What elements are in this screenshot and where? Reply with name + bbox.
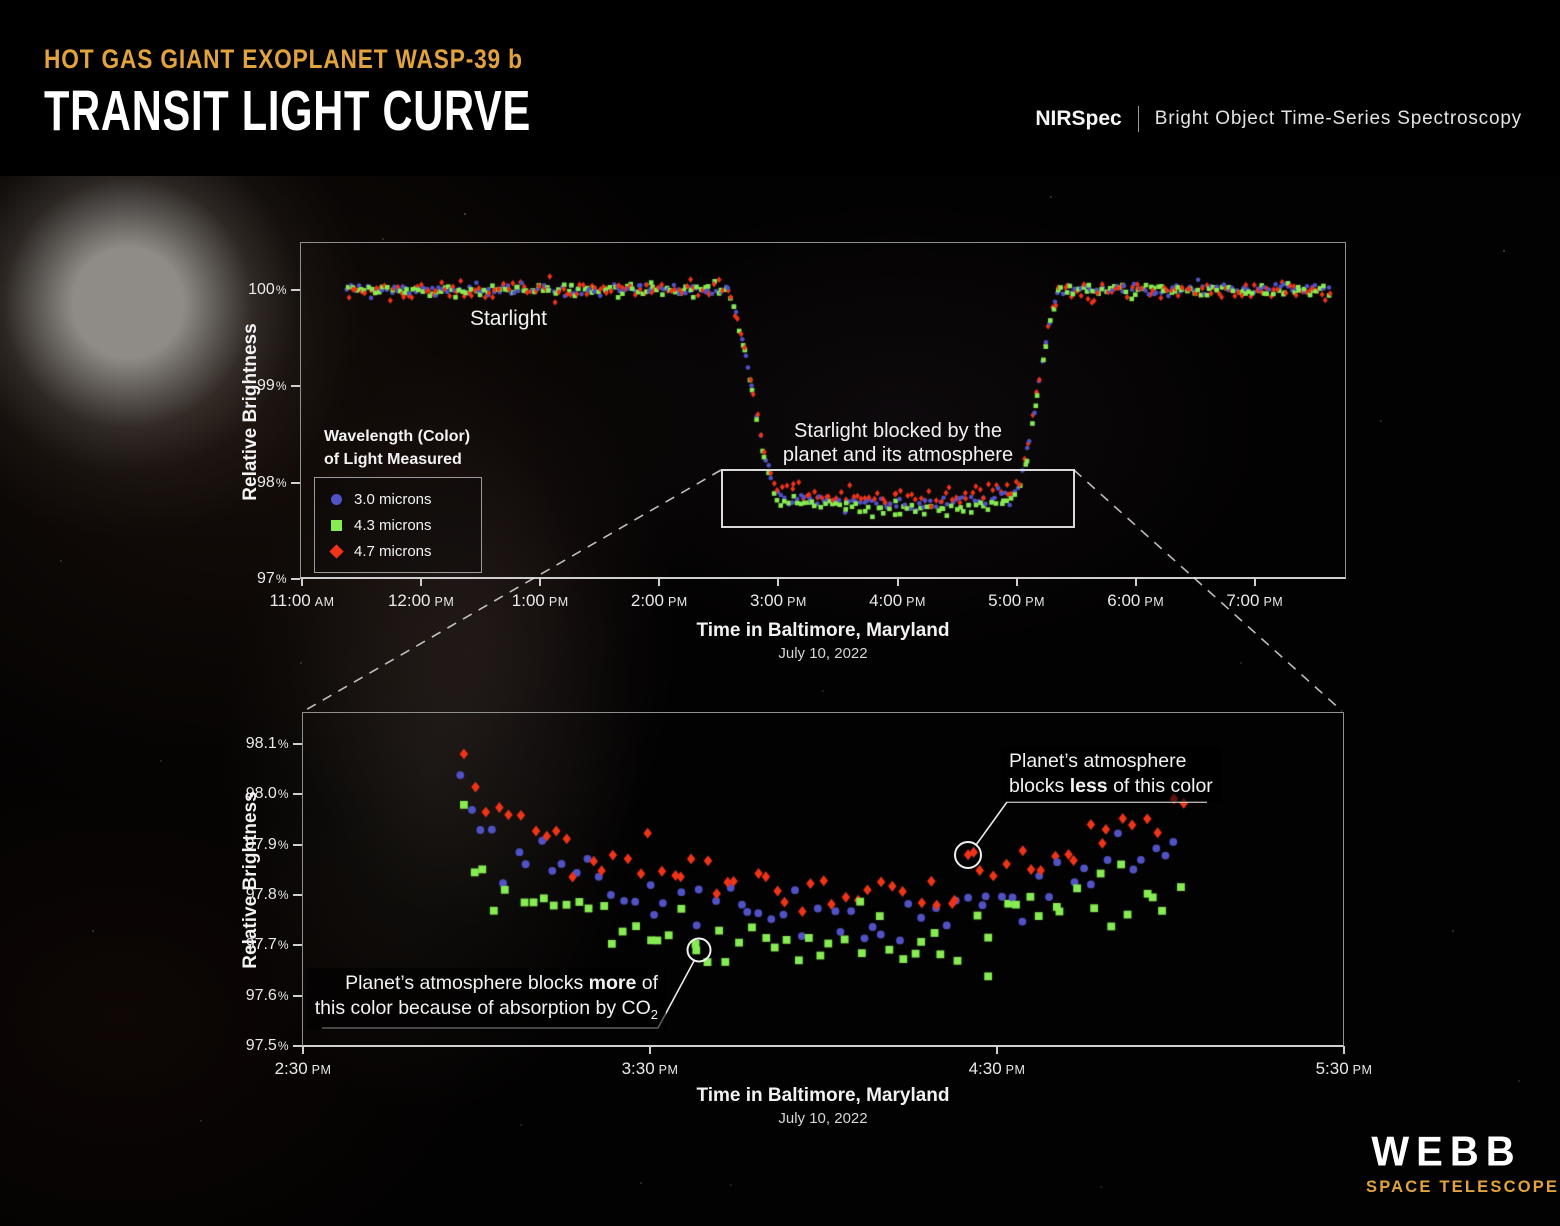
y-tick-mark — [293, 843, 302, 846]
x-tick-mark — [777, 578, 780, 586]
starlight-label: Starlight — [469, 307, 548, 330]
blocks-less-annotation: Planet’s atmosphere blocks less of this … — [1001, 746, 1221, 802]
zoom-region-box — [721, 469, 1075, 528]
x-tick-mark — [658, 578, 661, 586]
legend-item-label: 4.3 microns — [354, 516, 432, 534]
x-tick-mark — [1134, 578, 1137, 586]
x-tick-label: 2:30 PM — [274, 1059, 332, 1078]
blocked-annotation: Starlight blocked by the planet and its … — [718, 419, 1078, 467]
legend-item-label: 3.0 microns — [354, 490, 432, 508]
x-tick-label: 5:30 PM — [1315, 1059, 1373, 1078]
x-tick-label: 7:00 PM — [1226, 591, 1284, 610]
x-tick-mark — [896, 578, 899, 586]
legend-item-label: 4.7 microns — [354, 542, 432, 560]
y-tick-mark — [291, 385, 300, 388]
x-axis-title-top: Time in Baltimore, Maryland — [696, 620, 950, 641]
page-title: TRANSIT LIGHT CURVE — [44, 79, 532, 143]
webb-logo-sub: SPACE TELESCOPE — [1366, 1178, 1560, 1196]
y-tick-mark — [293, 944, 302, 947]
y-tick-label: 98.1% — [245, 735, 289, 752]
x-tick-label: 6:00 PM — [1107, 591, 1165, 610]
y-tick-label: 97.7% — [245, 936, 289, 954]
y-tick-mark — [291, 289, 300, 291]
blocked-line2: planet and its atmosphere — [782, 444, 1014, 466]
y-tick-label: 98.0% — [245, 785, 289, 803]
x-tick-mark — [1015, 578, 1018, 586]
circle-marker-icon — [331, 493, 342, 505]
y-tick-mark — [293, 793, 302, 796]
webb-logo-name: WEBB — [1371, 1129, 1522, 1175]
y-tick-label: 97% — [257, 569, 287, 587]
x-tick-label: 4:30 PM — [968, 1059, 1026, 1078]
x-tick-label: 11:00 AM — [269, 591, 335, 610]
instrument-info: NIRSpec Bright Object Time-Series Spectr… — [1035, 106, 1522, 132]
blocks-more-line1: Planet’s atmosphere blocks more of — [345, 972, 658, 994]
legend-item: 4.3 microns — [331, 512, 481, 538]
x-axis-title-bottom: Time in Baltimore, Maryland — [696, 1085, 950, 1106]
y-tick-label: 100% — [248, 281, 287, 298]
divider — [1137, 106, 1139, 132]
y-axis-title-top: Relative Brightness — [240, 323, 261, 501]
webb-logo: WEBB SPACE TELESCOPE — [1366, 1129, 1560, 1197]
y-tick-label: 98% — [257, 473, 287, 491]
blocked-line1: Starlight blocked by the — [794, 420, 1002, 442]
blocks-more-line2: this color because of absorption by CO2 — [314, 997, 658, 1022]
x-tick-mark — [1253, 578, 1256, 586]
x-tick-label: 3:30 PM — [621, 1059, 679, 1078]
y-axis-title-bottom: Relative Brightness — [240, 791, 261, 969]
square-marker-icon — [331, 519, 342, 531]
x-tick-mark — [1343, 1046, 1345, 1054]
instrument-name: NIRSpec — [1035, 107, 1122, 130]
x-tick-label: 12:00 PM — [387, 591, 455, 610]
x-tick-mark — [302, 1046, 304, 1054]
blocks-more-annotation: Planet’s atmosphere blocks more of this … — [306, 968, 666, 1030]
x-tick-label: 2:00 PM — [630, 591, 688, 610]
legend-item: 3.0 microns — [331, 486, 481, 512]
y-tick-mark — [291, 481, 300, 484]
y-tick-mark — [293, 994, 302, 997]
y-tick-label: 97.9% — [245, 835, 289, 853]
legend: Wavelength (Color) of Light Measured 3.0… — [314, 425, 482, 573]
x-axis-subtitle-bottom: July 10, 2022 — [778, 1110, 868, 1127]
y-tick-label: 97.8% — [245, 885, 289, 903]
legend-title-line2: of Light Measured — [324, 451, 462, 468]
x-tick-label: 4:00 PM — [869, 591, 926, 610]
diamond-marker-icon — [329, 543, 344, 559]
x-tick-mark — [996, 1046, 998, 1054]
legend-box: 3.0 microns 4.3 microns 4.7 microns — [314, 477, 482, 573]
x-tick-label: 1:00 PM — [511, 591, 569, 610]
y-tick-mark — [293, 743, 302, 745]
x-tick-mark — [539, 578, 542, 586]
y-tick-label: 97.5% — [245, 1036, 289, 1054]
x-tick-mark — [649, 1046, 651, 1054]
blocks-less-line2: blocks less of this color — [1009, 775, 1213, 797]
y-tick-label: 99% — [257, 377, 287, 395]
plot-area-top: 100% 99% 98% 97% 11:00 AM 12:00 PM 1:00 PM 2:00 PM… — [248, 242, 1346, 610]
x-tick-label: 5:00 PM — [988, 591, 1046, 610]
x-tick-mark — [420, 578, 423, 586]
legend-title-line1: Wavelength (Color) — [324, 428, 471, 445]
page-kicker: HOT GAS GIANT EXOPLANET WASP-39 b — [44, 44, 523, 74]
blocks-less-line1: Planet’s atmosphere — [1009, 750, 1187, 772]
legend-item: 4.7 microns — [329, 538, 481, 564]
y-tick-mark — [293, 1044, 302, 1047]
x-tick-label: 3:00 PM — [749, 591, 807, 610]
x-tick-mark — [301, 578, 303, 586]
header-bar: HOT GAS GIANT EXOPLANET WASP-39 b TRANSI… — [0, 0, 1560, 176]
instrument-mode: Bright Object Time-Series Spectroscopy — [1154, 108, 1522, 129]
y-tick-mark — [293, 893, 302, 896]
y-tick-label: 97.6% — [245, 986, 289, 1004]
x-axis-subtitle-top: July 10, 2022 — [778, 645, 868, 662]
y-tick-mark — [291, 577, 300, 580]
